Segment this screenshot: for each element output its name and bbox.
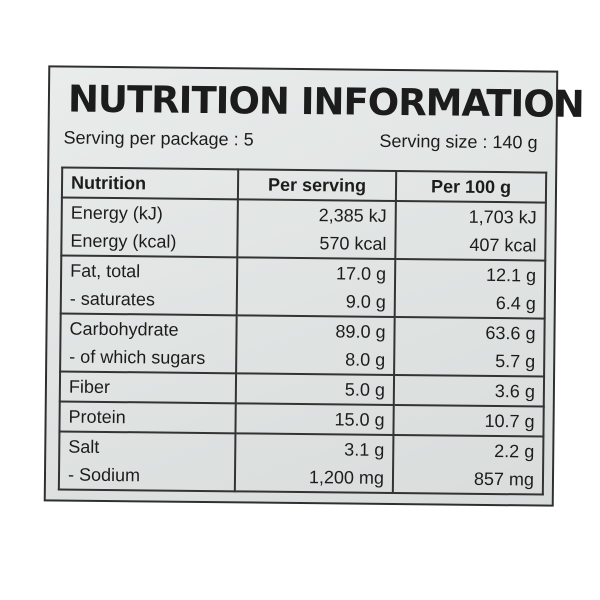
per-serving-cell: 2,385 kJ 570 kcal xyxy=(237,199,396,259)
table-row: Fat, total - saturates 17.0 g 9.0 g 12.1… xyxy=(60,255,546,319)
serving-info: Serving per package : 5 Serving size : 1… xyxy=(63,128,537,154)
per-100g-cell: 63.6 g 5.7 g xyxy=(394,316,545,377)
per-100g-value: 407 kcal xyxy=(469,234,537,256)
nutrient-name: Salt xyxy=(68,436,100,457)
per-serving-value: 8.0 g xyxy=(345,349,386,370)
per-serving-cell: 89.0 g 8.0 g xyxy=(236,315,395,375)
per-serving-value: 570 kcal xyxy=(319,233,387,254)
per-serving-cell: 3.1 g 1,200 mg xyxy=(234,433,394,493)
nutrient-name: - of which sugars xyxy=(69,346,206,369)
per-100g-value: 12.1 g xyxy=(485,264,537,286)
per-serving-value: 1,200 mg xyxy=(308,467,385,488)
nutrient-cell: Fat, total - saturates xyxy=(60,255,238,316)
serving-size: Serving size : 140 g xyxy=(379,130,538,153)
nutrient-name: Energy (kJ) xyxy=(70,202,163,224)
nutrient-name: Carbohydrate xyxy=(69,318,179,340)
per-serving-value: 9.0 g xyxy=(345,291,386,312)
per-serving-value: 2,385 kJ xyxy=(318,205,387,226)
nutrient-name: - saturates xyxy=(69,288,156,310)
per-serving-value: 17.0 g xyxy=(335,263,387,284)
nutrition-table: Nutrition Per serving Per 100 g Energy (… xyxy=(58,166,547,495)
per-100g-value: 63.6 g xyxy=(485,322,536,344)
nutrient-cell: Protein xyxy=(59,401,236,434)
per-serving-cell: 17.0 g 9.0 g xyxy=(236,257,396,317)
nutrition-label: NUTRITION INFORMATION Serving per packag… xyxy=(43,65,584,507)
per-serving-cell: 5.0 g xyxy=(235,373,395,405)
nutrient-name: Protein xyxy=(68,406,126,428)
header-nutrition: Nutrition xyxy=(61,167,239,200)
nutrient-name: Fiber xyxy=(68,376,111,398)
header-per-serving: Per serving xyxy=(237,169,397,201)
per-100g-cell: 12.1 g 6.4 g xyxy=(394,258,546,319)
per-100g-value: 857 mg xyxy=(473,468,535,490)
nutrient-cell: Salt - Sodium xyxy=(58,431,236,492)
per-100g-value: 10.7 g xyxy=(484,410,535,432)
table-row: Carbohydrate - of which sugars 89.0 g 8.… xyxy=(60,313,545,377)
table-row: Salt - Sodium 3.1 g 1,200 mg 2.2 g 857 m… xyxy=(58,431,544,495)
per-100g-value: 3.6 g xyxy=(494,381,536,402)
nutrient-name: - Sodium xyxy=(67,464,141,486)
table-row: Energy (kJ) Energy (kcal) 2,385 kJ 570 k… xyxy=(61,197,546,261)
per-100g-value: 2.2 g xyxy=(494,441,535,462)
per-100g-cell: 10.7 g xyxy=(393,404,544,437)
nutrient-cell: Fiber xyxy=(59,371,237,404)
per-100g-value: 5.7 g xyxy=(495,351,536,372)
label-title: NUTRITION INFORMATION xyxy=(67,77,584,126)
nutrient-name: Fat, total xyxy=(70,260,141,282)
per-serving-value: 3.1 g xyxy=(344,439,385,460)
nutrient-cell: Carbohydrate - of which sugars xyxy=(60,313,237,374)
per-serving-cell: 15.0 g xyxy=(235,403,394,435)
header-per-100g: Per 100 g xyxy=(395,170,547,203)
per-serving-value: 5.0 g xyxy=(344,379,386,400)
nutrient-cell: Energy (kJ) Energy (kcal) xyxy=(61,197,238,258)
per-100g-cell: 3.6 g xyxy=(393,374,545,407)
per-100g-cell: 1,703 kJ 407 kcal xyxy=(395,200,546,261)
serving-per-package: Serving per package : 5 xyxy=(63,127,254,150)
per-100g-cell: 2.2 g 857 mg xyxy=(392,434,544,495)
nutrient-name: Energy (kcal) xyxy=(70,230,177,252)
per-100g-value: 1,703 kJ xyxy=(468,206,537,228)
per-100g-value: 6.4 g xyxy=(495,293,536,314)
per-serving-value: 89.0 g xyxy=(335,321,386,342)
per-serving-value: 15.0 g xyxy=(334,409,385,430)
